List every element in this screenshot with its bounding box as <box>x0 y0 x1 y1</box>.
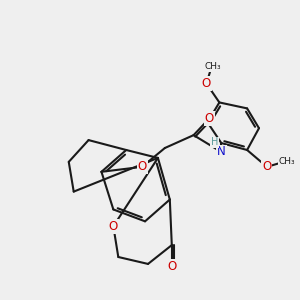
Text: O: O <box>205 112 214 125</box>
Text: CH₃: CH₃ <box>278 158 295 166</box>
Text: N: N <box>217 146 226 158</box>
Text: O: O <box>137 160 147 173</box>
Text: O: O <box>109 220 118 233</box>
Text: O: O <box>167 260 176 273</box>
Text: H: H <box>211 137 218 148</box>
Text: O: O <box>262 160 272 173</box>
Text: CH₃: CH₃ <box>204 62 221 71</box>
Text: O: O <box>202 77 211 90</box>
